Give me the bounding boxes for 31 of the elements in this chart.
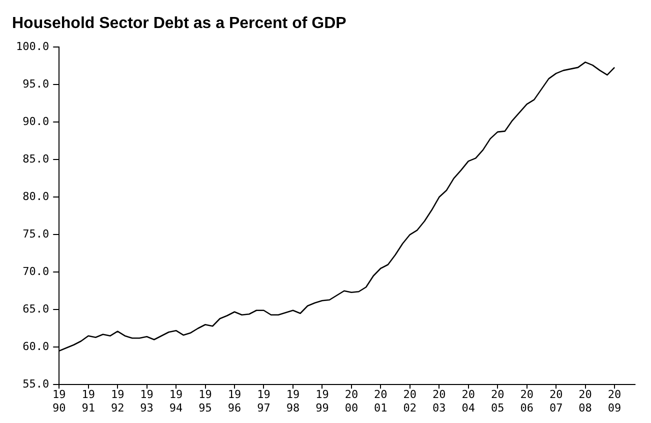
x-tick-label: 20 09: [608, 388, 622, 414]
y-tick-label: 90.0: [22, 115, 50, 128]
x-tick-label: 19 98: [286, 388, 300, 414]
y-tick-label: 70.0: [22, 264, 50, 278]
x-tick-label: 19 91: [82, 388, 95, 414]
y-tick-label: 55.0: [22, 377, 50, 390]
y-tick-label: 80.0: [22, 190, 50, 204]
x-tick-label: 19 99: [316, 388, 329, 414]
chart-title: Household Sector Debt as a Percent of GDP: [12, 15, 347, 32]
y-tick-label: 60.0: [22, 340, 50, 353]
x-tick-label: 20 07: [549, 388, 563, 414]
x-tick-label: 20 06: [520, 388, 534, 414]
x-tick-label: 19 95: [198, 388, 212, 414]
y-tick-label: 95.0: [22, 78, 50, 91]
x-tick-label: 20 01: [374, 388, 388, 414]
x-tick-label: 19 97: [257, 388, 270, 414]
x-tick-label: 19 92: [110, 388, 124, 414]
x-tick-label: 19 94: [169, 388, 184, 414]
y-tick-label: 100.0: [16, 40, 50, 54]
y-tick-label: 75.0: [22, 228, 50, 241]
x-tick-label: 20 00: [344, 388, 358, 414]
x-tick-label: 19 90: [52, 388, 66, 414]
x-tick-label: 20 03: [432, 388, 446, 414]
x-tick-label: 19 93: [140, 388, 154, 414]
x-tick-label: 19 96: [228, 388, 242, 414]
x-tick-label: 20 08: [578, 388, 592, 414]
x-tick-label: 20 04: [462, 388, 476, 414]
x-tick-label: 20 05: [490, 388, 504, 414]
y-tick-label: 65.0: [22, 302, 50, 316]
y-tick-label: 85.0: [22, 152, 50, 166]
x-tick-label: 20 02: [403, 388, 417, 414]
